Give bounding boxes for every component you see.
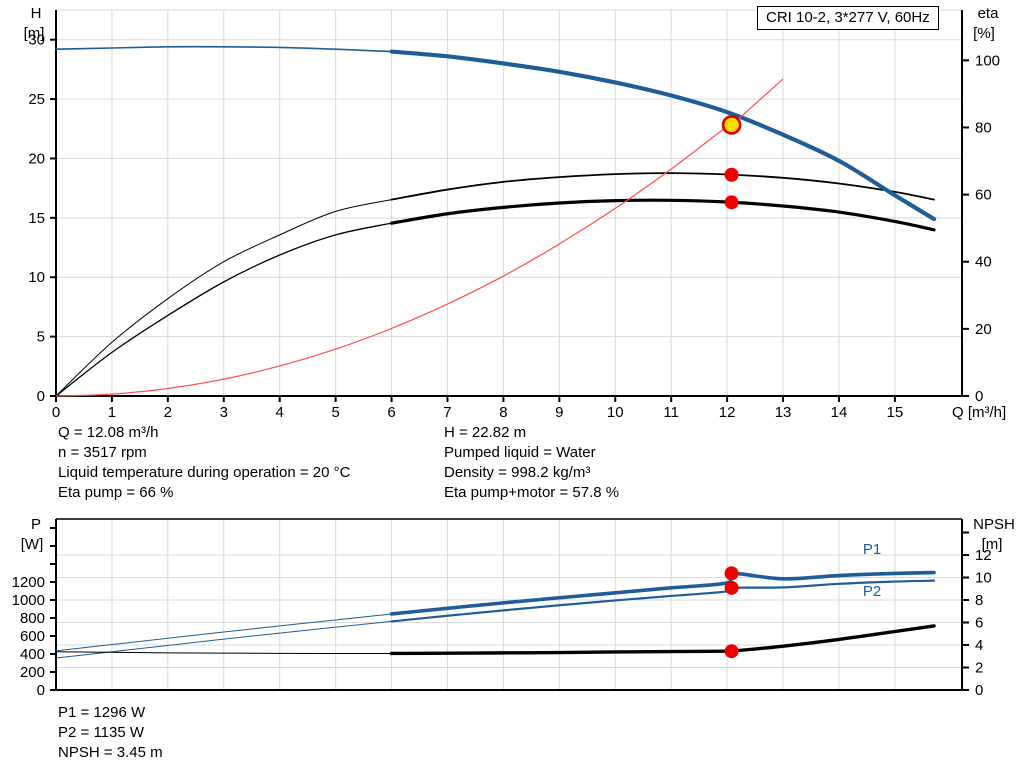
duty-info-right: H = 22.82 m Pumped liquid = Water Densit… — [444, 423, 619, 503]
duty-info-bottom: P1 = 1296 W P2 = 1135 W NPSH = 3.45 m — [58, 703, 163, 763]
top-xtick-label: 1 — [108, 404, 116, 421]
bottom-ytick-label: 1000 — [12, 592, 45, 609]
p2-curve-thin — [55, 620, 393, 659]
top-ytick-label: 15 — [28, 210, 45, 227]
bottom-y2tick-label: 12 — [975, 547, 992, 564]
duty-dot-eta-pump[interactable] — [724, 167, 739, 182]
eta-pump-curve-thin — [55, 199, 393, 397]
top-xtick-label: 5 — [331, 404, 339, 421]
duty-dot-p1[interactable] — [724, 566, 739, 581]
power-npsh-chart: 020040060080010001200024681012P[W]NPSH[m… — [12, 516, 1015, 699]
duty-liquid-temperature: Liquid temperature during operation = 20… — [58, 464, 351, 481]
bottom-y2tick-label: 0 — [975, 682, 983, 699]
top-y2tick-label: 20 — [975, 321, 992, 338]
bottom-y2-axis-unit: [m] — [982, 536, 1003, 553]
p1-curve-thick — [389, 570, 936, 616]
eta-pump-motor-curve-thin — [55, 222, 393, 397]
top-xtick-label: 6 — [387, 404, 395, 421]
top-y2tick-label: 80 — [975, 119, 992, 136]
duty-eta-pump: Eta pump = 66 % — [58, 484, 174, 501]
bottom-ytick-label: 400 — [20, 646, 45, 663]
top-y2-axis-unit: [%] — [973, 25, 995, 42]
bottom-ytick-label: 600 — [20, 628, 45, 645]
bottom-y2tick-label: 4 — [975, 637, 983, 654]
bottom-y-axis-unit: [W] — [21, 536, 44, 553]
top-xtick-label: 12 — [719, 404, 736, 421]
top-xtick-label: 10 — [607, 404, 624, 421]
bottom-ytick-label: 0 — [37, 682, 45, 699]
p2-curve-thick — [390, 579, 936, 623]
duty-eta-pump-motor: Eta pump+motor = 57.8 % — [444, 484, 620, 501]
p1-curve-thin — [55, 613, 393, 652]
top-xtick-label: 2 — [164, 404, 172, 421]
top-xtick-label: 0 — [52, 404, 60, 421]
top-y-axis-label: H — [31, 5, 42, 22]
eta-pump-motor-curve-thick — [389, 198, 936, 232]
bottom-ytick-label: 200 — [20, 664, 45, 681]
duty-info-left: Q = 12.08 m³/h n = 3517 rpm Liquid tempe… — [58, 423, 350, 503]
top-xtick-label: 14 — [831, 404, 848, 421]
pump-model-title: CRI 10-2, 3*277 V, 60Hz — [757, 6, 939, 30]
top-xtick-label: 15 — [887, 404, 904, 421]
top-x-axis-label: Q [m³/h] — [952, 404, 1006, 421]
bottom-ytick-label: 1200 — [12, 574, 45, 591]
top-ytick-label: 10 — [28, 269, 45, 286]
duty-pumped-liquid: Pumped liquid = Water — [444, 444, 596, 461]
top-y2tick-label: 0 — [975, 388, 983, 405]
duty-dot-eta-pump-motor[interactable] — [724, 195, 739, 210]
top-y-axis-unit: [m] — [24, 25, 45, 42]
top-y2tick-label: 60 — [975, 187, 992, 204]
npsh-curve-thick — [389, 624, 936, 656]
bottom-y2tick-label: 6 — [975, 615, 983, 632]
top-xtick-label: 9 — [555, 404, 563, 421]
bottom-y2tick-label: 10 — [975, 570, 992, 587]
head-curve-thick — [389, 49, 937, 222]
top-xtick-label: 11 — [663, 404, 679, 421]
bottom-ytick-label: 800 — [20, 610, 45, 627]
duty-h: H = 22.82 m — [444, 424, 527, 441]
bottom-y2tick-label: 8 — [975, 592, 983, 609]
bottom-y-axis-label: P — [31, 516, 41, 533]
top-xtick-label: 13 — [775, 404, 792, 421]
duty-p1: P1 = 1296 W — [58, 704, 146, 721]
eta-pump-curve-thick — [390, 172, 935, 201]
top-xtick-label: 3 — [220, 404, 228, 421]
top-ytick-label: 5 — [37, 329, 45, 346]
head-curve-thin — [55, 45, 393, 53]
bottom-y2-axis-label: NPSH — [973, 516, 1015, 533]
top-ytick-label: 0 — [37, 388, 45, 405]
top-ytick-label: 25 — [28, 91, 45, 108]
npsh-curve-thin — [55, 651, 393, 654]
duty-speed: n = 3517 rpm — [58, 444, 147, 461]
top-ytick-label: 30 — [28, 32, 45, 49]
duty-dot-p2[interactable] — [724, 580, 739, 595]
top-y2tick-label: 100 — [975, 52, 1000, 69]
top-xtick-label: 8 — [499, 404, 507, 421]
duty-point-marker[interactable] — [721, 115, 742, 135]
system-curve — [55, 78, 784, 397]
duty-density: Density = 998.2 kg/m³ — [444, 464, 591, 481]
duty-p2: P2 = 1135 W — [58, 724, 145, 741]
p1-curve-label: P1 — [863, 541, 881, 558]
top-xtick-label: 4 — [276, 404, 284, 421]
duty-q: Q = 12.08 m³/h — [58, 424, 159, 441]
top-ytick-label: 20 — [28, 150, 45, 167]
top-xtick-label: 7 — [443, 404, 451, 421]
bottom-y2tick-label: 2 — [975, 660, 983, 677]
top-y2tick-label: 40 — [975, 254, 992, 271]
duty-npsh: NPSH = 3.45 m — [58, 744, 163, 761]
duty-dot-npsh[interactable] — [724, 644, 739, 659]
top-y2-axis-label: eta — [978, 5, 1000, 22]
p2-curve-label: P2 — [863, 583, 881, 600]
